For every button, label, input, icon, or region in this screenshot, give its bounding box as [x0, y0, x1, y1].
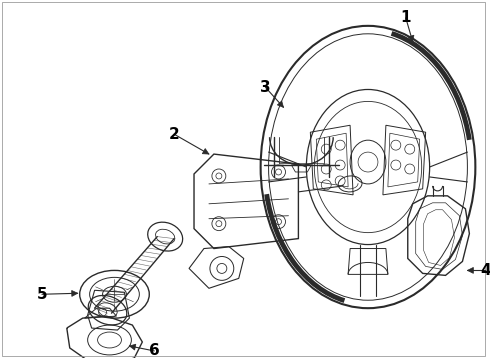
- Polygon shape: [129, 344, 136, 350]
- Text: 3: 3: [260, 80, 271, 95]
- Polygon shape: [277, 101, 284, 107]
- Polygon shape: [408, 35, 414, 42]
- Polygon shape: [202, 149, 209, 154]
- Text: 6: 6: [149, 343, 160, 359]
- Text: 4: 4: [480, 263, 490, 278]
- Text: 2: 2: [169, 127, 179, 142]
- Text: 1: 1: [400, 10, 411, 26]
- Polygon shape: [72, 291, 78, 296]
- Text: 5: 5: [37, 287, 47, 302]
- Polygon shape: [467, 267, 473, 273]
